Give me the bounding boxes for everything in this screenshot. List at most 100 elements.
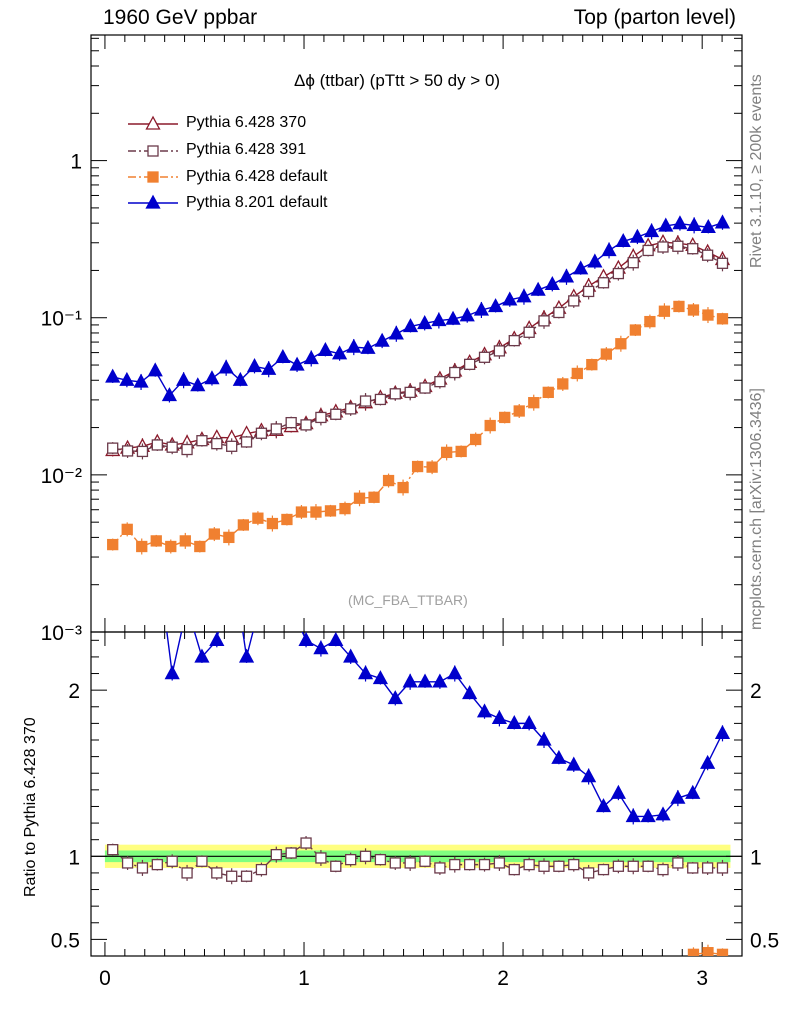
main-p8-default-point: [488, 298, 504, 313]
main-p6-default-point: [223, 531, 235, 544]
main-p6-391-point: [315, 411, 327, 424]
main-y-tick-label: 1: [70, 151, 82, 174]
legend-label-p8-default: Pythia 8.201 default: [186, 194, 328, 211]
ratio-p6-391-point: [121, 857, 134, 869]
legend-marker-p6-370: [145, 115, 161, 130]
legend-label-p6-370: Pythia 6.428 370: [186, 114, 307, 131]
main-p6-391-point: [612, 267, 625, 280]
ratio-p6-391-point: [226, 870, 238, 882]
ratio-p6-default-point: [137, 968, 147, 978]
main-p8-default-point: [686, 217, 702, 232]
ratio-p8-default-point: [343, 648, 359, 663]
ratio-y-tick-label: 0.5: [51, 929, 80, 952]
main-p6-391-point: [136, 445, 149, 458]
ratio-p8-default-point: [447, 665, 463, 680]
main-p6-391-point: [672, 240, 684, 252]
ratio-p6-391-point: [434, 862, 446, 874]
main-p8-default-point: [374, 332, 390, 347]
main-p6-default-point: [397, 481, 409, 494]
main-p6-391-point: [285, 416, 297, 429]
ratio-p8-default-point: [462, 685, 478, 700]
main-p6-391-point: [582, 285, 595, 298]
ratio-panel-frame: [90, 631, 743, 957]
main-p6-391-point: [701, 249, 714, 261]
ratio-p8-default-point: [417, 673, 433, 688]
main-p6-default-point: [266, 517, 279, 530]
ratio-p6-391-point: [330, 860, 342, 872]
main-p6-default-point: [615, 338, 627, 350]
ratio-p8-default-line: [166, 632, 724, 818]
ratio-p6-default-point: [601, 968, 611, 978]
ratio-y-tick-label-right: 0.5: [750, 929, 779, 952]
main-p6-default-point: [107, 538, 119, 551]
main-p6-391-point: [300, 419, 312, 431]
ratio-p8-default-point: [270, 617, 283, 629]
ratio-p8-default-point: [357, 665, 374, 680]
main-p6-391-point: [374, 393, 387, 406]
ratio-p6-391-point: [181, 867, 193, 879]
ratio-p6-default-point: [355, 968, 365, 978]
legend-marker-p8-default: [145, 194, 161, 209]
ratio-p6-default-point: [253, 968, 263, 978]
main-p6-391-point: [270, 423, 282, 435]
main-p6-391-point: [642, 244, 654, 257]
ratio-p6-default-point: [702, 947, 714, 956]
main-p8-default-point: [346, 338, 362, 353]
main-p6-391-point: [196, 435, 208, 447]
main-p6-391-point: [255, 427, 268, 439]
main-p6-default-point: [165, 540, 177, 553]
main-p8-default-point: [232, 371, 248, 386]
main-p6-391-point: [226, 440, 238, 452]
plot-title: Δϕ (ttbar) (pTtt > 50 dy > 0): [294, 71, 501, 90]
ratio-y-tick-label-right: 2: [750, 680, 762, 703]
ratio-p6-391-series: [107, 836, 729, 885]
legend-marker-p6-default: [147, 171, 159, 183]
ratio-p6-391-point: [315, 852, 327, 864]
ratio-p6-default-point: [282, 968, 292, 978]
ratio-p6-391-point: [642, 860, 654, 872]
x-tick-label: 0: [99, 967, 111, 990]
ratio-p8-default-point: [209, 632, 225, 646]
ratio-p6-391-point: [523, 858, 535, 871]
ratio-p8-default-point: [625, 808, 641, 823]
main-p6-default-point: [571, 367, 583, 380]
main-p6-391-point: [523, 326, 535, 338]
main-p8-default-point: [629, 228, 645, 243]
main-p6-default-point: [411, 460, 424, 473]
ratio-p8-default-point: [506, 715, 522, 730]
main-p8-default-point: [360, 339, 376, 354]
ratio-p6-391-point: [345, 853, 357, 866]
main-p6-391-point: [404, 386, 416, 399]
legend-markers: [128, 115, 178, 209]
ratio-p6-391-point: [553, 860, 565, 872]
main-p8-default-point: [445, 310, 461, 325]
ratio-p6-391-point: [255, 863, 268, 876]
ratio-y-tick-label-right: 1: [750, 846, 762, 869]
main-y-tick-label: 10⁻²: [41, 465, 82, 488]
main-p6-default-point: [208, 528, 220, 540]
main-p6-default-point: [252, 512, 264, 524]
ratio-p6-default-point: [180, 968, 190, 978]
main-p6-391-point: [151, 439, 163, 451]
main-p8-default-point: [289, 356, 305, 371]
main-p6-391-point: [687, 243, 699, 255]
ratio-p6-default-point: [238, 968, 248, 978]
ratio-p8-default-point: [714, 724, 731, 740]
main-p8-default-point: [558, 268, 575, 283]
ratio-p6-default-point: [195, 968, 205, 978]
main-p6-default-point: [310, 506, 322, 518]
ratio-p6-391-point: [374, 853, 387, 866]
main-p8-default-point: [161, 387, 178, 402]
ratio-p8-default-point: [181, 600, 194, 612]
main-p8-default-point: [402, 318, 419, 333]
ratio-p6-default-point: [311, 968, 321, 978]
ratio-p8-default-point: [255, 592, 268, 604]
ratio-p6-391-point: [196, 855, 208, 867]
main-p6-default-point: [353, 492, 366, 504]
main-p8-default-point: [700, 218, 716, 234]
main-p6-default-point: [194, 540, 206, 553]
ratio-p6-default-point: [687, 948, 700, 956]
ratio-p6-default-point: [558, 968, 568, 978]
ratio-p6-default-point: [456, 968, 466, 978]
